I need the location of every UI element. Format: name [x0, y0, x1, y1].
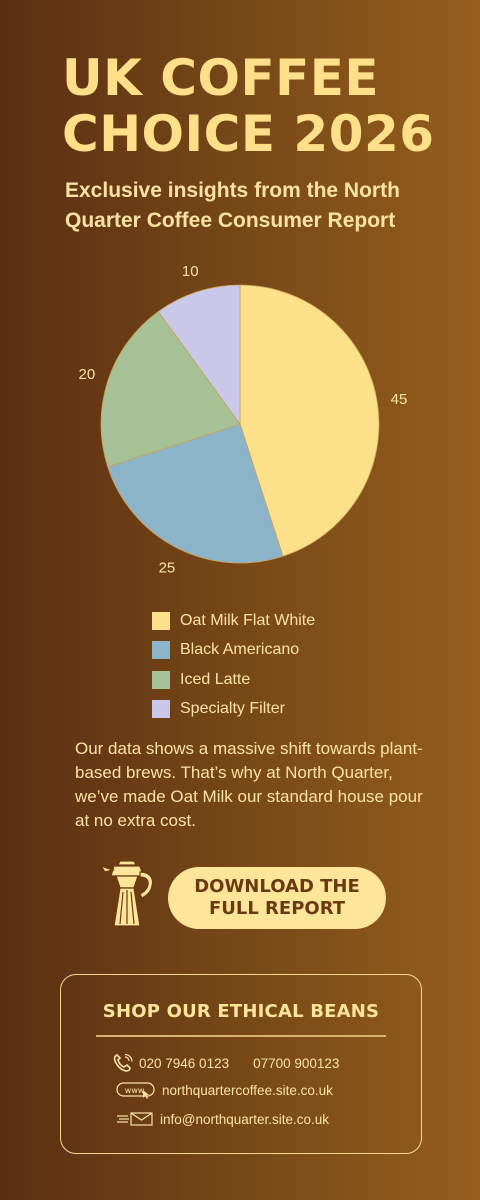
phone-row: 020 7946 0123 07700 900123 [113, 1054, 339, 1072]
pie-slice [107, 423, 284, 564]
legend-swatch [152, 670, 170, 689]
title-line-2: CHOICE 2026 [62, 105, 435, 163]
pie-chart: 45 25 20 10 [79, 263, 408, 577]
legend-label: Black Americano [180, 641, 300, 659]
coffee-pot-icon [99, 860, 154, 927]
pie-slice [100, 310, 241, 468]
pie-slice [239, 284, 380, 557]
shop-box: SHOP OUR ETHICAL BEANS 020 7946 0123 077… [60, 974, 422, 1154]
legend-item: Oat Milk Flat White [152, 606, 315, 636]
page-title: UK COFFEE CHOICE 2026 [62, 50, 462, 162]
shop-title: SHOP OUR ETHICAL BEANS [102, 1001, 380, 1022]
legend-swatch [152, 700, 170, 719]
legend-item: Black Americano [152, 636, 315, 666]
legend-item: Specialty Filter [152, 695, 315, 725]
website-row: www. northquartercoffee.site.co.uk [116, 1081, 333, 1099]
email-link[interactable]: info@northquarter.site.co.uk [160, 1111, 330, 1127]
mail-icon [117, 1112, 153, 1126]
phone-icon [113, 1054, 133, 1072]
divider [96, 1035, 386, 1037]
legend-label: Specialty Filter [180, 700, 285, 718]
pie-data-label: 45 [391, 391, 408, 408]
legend-swatch [152, 611, 170, 630]
body-text: Our data shows a massive shift towards p… [75, 739, 423, 830]
title-line-1: UK COFFEE [62, 49, 380, 107]
legend-label: Oat Milk Flat White [180, 611, 316, 629]
web-icon-text: www. [125, 1086, 146, 1095]
download-report-button[interactable]: DOWNLOAD THE FULL REPORT [168, 867, 386, 929]
pie-data-label: 25 [159, 559, 176, 576]
legend-item: Iced Latte [152, 665, 315, 695]
pie-slice [157, 284, 241, 426]
chart-legend: Oat Milk Flat White Black Americano Iced… [152, 606, 315, 724]
email-row: info@northquarter.site.co.uk [116, 1111, 329, 1127]
phone-number-1[interactable]: 020 7946 0123 [139, 1055, 230, 1071]
website-link[interactable]: northquartercoffee.site.co.uk [162, 1082, 333, 1098]
pie-data-label: 10 [182, 263, 199, 280]
phone-number-2[interactable]: 07700 900123 [253, 1055, 340, 1071]
legend-label: Iced Latte [180, 670, 251, 688]
legend-swatch [152, 641, 170, 660]
page-subtitle: Exclusive insights from the North Quarte… [65, 179, 400, 232]
pie-data-label: 20 [79, 366, 96, 383]
web-icon: www. [116, 1082, 155, 1099]
